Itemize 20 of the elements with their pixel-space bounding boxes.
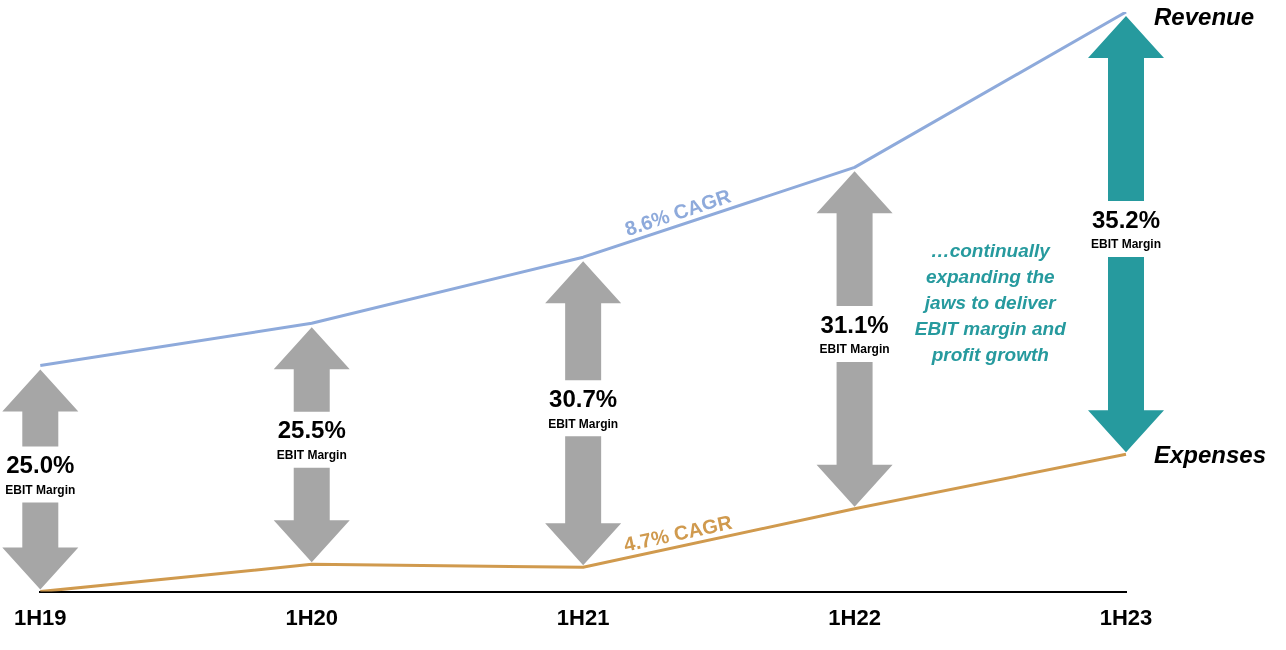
annotation: EBIT Margin	[548, 416, 619, 431]
x-tick-label: 1H20	[285, 604, 339, 630]
series-label: Expenses	[1154, 440, 1267, 468]
annotation: 8.6% CAGR	[622, 184, 734, 241]
series-label: Revenue	[1154, 2, 1255, 30]
annotation: 4.7% CAGR	[621, 510, 735, 556]
x-tick-label: 1H19	[14, 604, 67, 630]
annotation: …continually expanding the jaws to deliver EBIT margin and profit growth	[913, 239, 1067, 367]
annotation: EBIT Margin	[1090, 237, 1162, 252]
annotation: EBIT Margin	[276, 448, 347, 463]
annotation: 30.7%	[549, 384, 618, 412]
annotation: EBIT Margin	[819, 342, 890, 357]
annotation: 25.5%	[277, 416, 346, 444]
annotation: 25.0%	[6, 451, 75, 479]
annotation: EBIT Margin	[5, 482, 76, 497]
x-tick-label: 1H22	[828, 604, 881, 630]
annotation: 31.1%	[820, 310, 889, 338]
x-tick-label: 1H23	[1099, 604, 1153, 630]
annotation: 35.2%	[1091, 205, 1161, 233]
x-tick-label: 1H21	[556, 604, 610, 630]
